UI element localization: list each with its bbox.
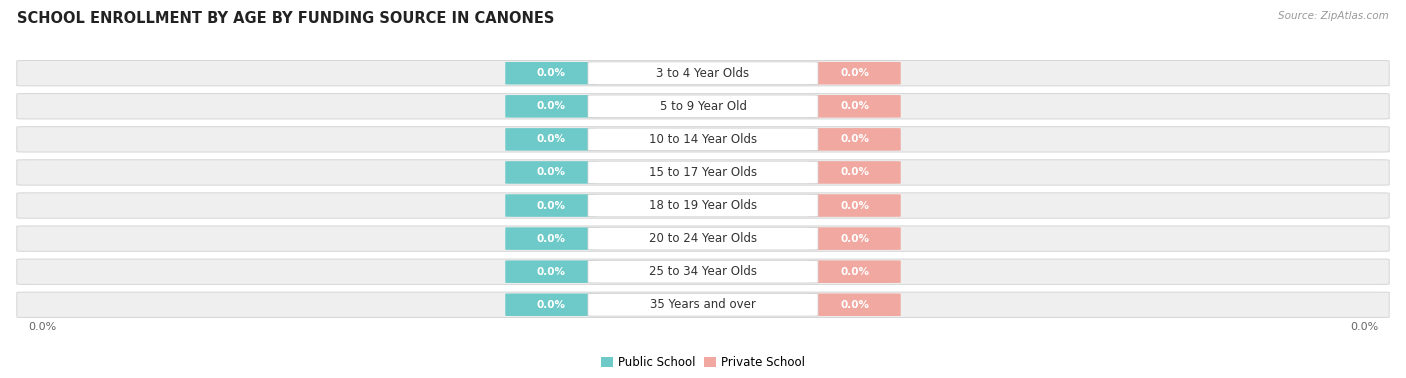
FancyBboxPatch shape [588, 161, 818, 184]
FancyBboxPatch shape [17, 193, 1389, 218]
Text: 0.0%: 0.0% [537, 267, 567, 277]
FancyBboxPatch shape [808, 95, 901, 118]
Text: 0.0%: 0.0% [839, 300, 869, 310]
FancyBboxPatch shape [808, 194, 901, 217]
FancyBboxPatch shape [588, 128, 818, 151]
FancyBboxPatch shape [505, 161, 598, 184]
FancyBboxPatch shape [588, 227, 818, 250]
FancyBboxPatch shape [17, 292, 1389, 318]
FancyBboxPatch shape [808, 161, 901, 184]
FancyBboxPatch shape [17, 127, 1389, 152]
FancyBboxPatch shape [505, 95, 598, 118]
FancyBboxPatch shape [505, 227, 598, 250]
FancyBboxPatch shape [505, 194, 598, 217]
Text: 10 to 14 Year Olds: 10 to 14 Year Olds [650, 133, 756, 146]
Text: 0.0%: 0.0% [537, 68, 567, 78]
FancyBboxPatch shape [808, 293, 901, 316]
Text: 0.0%: 0.0% [1350, 322, 1378, 332]
FancyBboxPatch shape [588, 293, 818, 316]
FancyBboxPatch shape [588, 260, 818, 283]
Text: 0.0%: 0.0% [537, 135, 567, 144]
FancyBboxPatch shape [505, 128, 598, 151]
FancyBboxPatch shape [17, 226, 1389, 251]
Text: 35 Years and over: 35 Years and over [650, 298, 756, 311]
Text: 0.0%: 0.0% [839, 101, 869, 111]
Text: 0.0%: 0.0% [537, 201, 567, 211]
Text: 0.0%: 0.0% [839, 201, 869, 211]
Text: Source: ZipAtlas.com: Source: ZipAtlas.com [1278, 11, 1389, 21]
Text: 15 to 17 Year Olds: 15 to 17 Year Olds [650, 166, 756, 179]
FancyBboxPatch shape [17, 259, 1389, 284]
Text: SCHOOL ENROLLMENT BY AGE BY FUNDING SOURCE IN CANONES: SCHOOL ENROLLMENT BY AGE BY FUNDING SOUR… [17, 11, 554, 26]
Text: 3 to 4 Year Olds: 3 to 4 Year Olds [657, 67, 749, 80]
Text: 0.0%: 0.0% [839, 267, 869, 277]
FancyBboxPatch shape [17, 160, 1389, 185]
FancyBboxPatch shape [505, 260, 598, 283]
Text: 0.0%: 0.0% [839, 234, 869, 243]
FancyBboxPatch shape [17, 94, 1389, 119]
Text: 0.0%: 0.0% [839, 68, 869, 78]
Text: 0.0%: 0.0% [839, 135, 869, 144]
FancyBboxPatch shape [808, 128, 901, 151]
FancyBboxPatch shape [588, 95, 818, 118]
FancyBboxPatch shape [505, 62, 598, 85]
FancyBboxPatch shape [808, 227, 901, 250]
FancyBboxPatch shape [588, 194, 818, 217]
Text: 0.0%: 0.0% [839, 167, 869, 177]
FancyBboxPatch shape [808, 62, 901, 85]
FancyBboxPatch shape [808, 260, 901, 283]
Text: 0.0%: 0.0% [537, 167, 567, 177]
Text: 0.0%: 0.0% [537, 101, 567, 111]
Text: 18 to 19 Year Olds: 18 to 19 Year Olds [650, 199, 756, 212]
Legend: Public School, Private School: Public School, Private School [596, 351, 810, 373]
Text: 25 to 34 Year Olds: 25 to 34 Year Olds [650, 265, 756, 278]
Text: 0.0%: 0.0% [537, 300, 567, 310]
FancyBboxPatch shape [17, 60, 1389, 86]
FancyBboxPatch shape [588, 62, 818, 85]
Text: 0.0%: 0.0% [28, 322, 56, 332]
Text: 5 to 9 Year Old: 5 to 9 Year Old [659, 100, 747, 113]
FancyBboxPatch shape [505, 293, 598, 316]
Text: 0.0%: 0.0% [537, 234, 567, 243]
Text: 20 to 24 Year Olds: 20 to 24 Year Olds [650, 232, 756, 245]
